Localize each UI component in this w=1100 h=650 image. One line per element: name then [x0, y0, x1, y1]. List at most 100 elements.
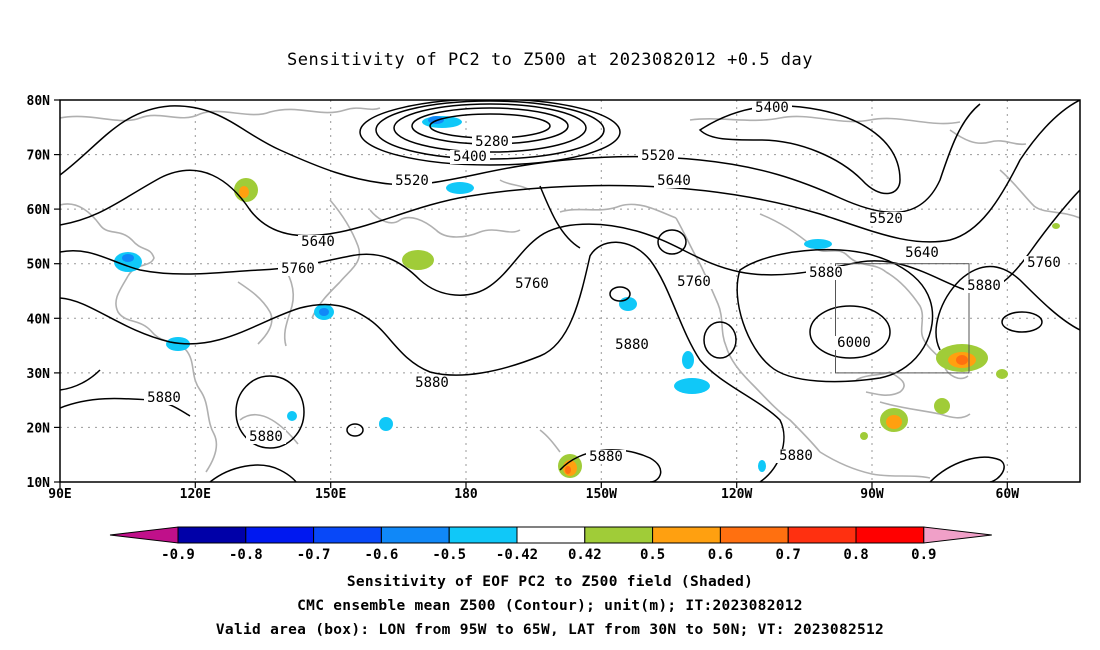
colorbar-segment — [177, 526, 247, 544]
map-title: Sensitivity of PC2 to Z500 at 2023082012… — [286, 50, 813, 70]
caption-line-2: CMC ensemble mean Z500 (Contour); unit(m… — [297, 598, 803, 614]
sensitivity-shading — [114, 116, 1060, 478]
axis-ticks — [54, 99, 1008, 488]
caption-line-3: Valid area (box): LON from 95W to 65W, L… — [215, 622, 885, 638]
colorbar-tick-label: -0.5 — [432, 547, 466, 563]
colorbar-tick-label: 0.8 — [843, 547, 868, 563]
positive-anomaly — [402, 250, 434, 270]
contour-label: 5880 — [249, 429, 283, 445]
colorbar-tick-label: -0.9 — [161, 547, 195, 563]
contour-label: 5640 — [657, 173, 691, 189]
contour-label: 5640 — [301, 234, 335, 250]
contour-label-bg — [612, 338, 652, 352]
colorbar-segment — [313, 526, 382, 544]
colorbar-tick-label: -0.7 — [297, 547, 331, 563]
negative-anomaly — [682, 351, 694, 369]
contour-label-bg — [638, 149, 678, 163]
contour-label-bg — [1024, 256, 1064, 270]
negative-anomaly — [446, 182, 474, 194]
lat-label-60n: 60N — [27, 203, 51, 218]
contour-label-bg — [654, 174, 694, 188]
contour-label-bg — [776, 449, 816, 463]
contour-label-bg — [512, 277, 552, 291]
negative-anomaly — [122, 254, 134, 262]
contour-label: 5520 — [869, 211, 903, 227]
contour-label-bg — [674, 275, 714, 289]
lon-label-90e: 90E — [48, 487, 71, 502]
colorbar-tick-label: 0.7 — [776, 547, 801, 563]
contour-label-bg — [866, 212, 906, 226]
lat-label-20n: 20N — [27, 421, 51, 436]
contour-label: 5880 — [779, 448, 813, 464]
negative-anomaly — [379, 417, 393, 431]
contour-label-bg — [964, 279, 1004, 293]
contour-label: 5880 — [809, 265, 843, 281]
lat-label-70n: 70N — [27, 149, 51, 164]
contour-label-bg — [412, 376, 452, 390]
colorbar-segment — [584, 526, 654, 544]
colorbar-segment — [516, 526, 586, 544]
colorbar-segment — [245, 526, 315, 544]
lat-label-30n: 30N — [27, 367, 51, 382]
colorbar-right-arrow — [923, 526, 992, 544]
colorbar-tick-label: 0.6 — [708, 547, 733, 563]
contour-label-bg — [586, 450, 626, 464]
contour-label-bg — [752, 101, 792, 115]
colorbar-tick-label: 0.42 — [568, 547, 602, 563]
negative-anomaly — [804, 239, 832, 249]
lat-label-50n: 50N — [27, 258, 51, 273]
colorbar-segment — [855, 526, 925, 544]
contour-label: 5880 — [967, 278, 1001, 294]
contour-label-bg — [246, 430, 286, 444]
latitude-labels: 80N 70N 60N 50N 40N 30N 20N 10N — [27, 94, 51, 491]
positive-anomaly — [565, 466, 571, 474]
contour-label-bg — [144, 391, 184, 405]
negative-anomaly — [674, 378, 710, 394]
positive-anomaly — [1052, 223, 1060, 229]
contour-label: 5520 — [641, 148, 675, 164]
contour-label: 5760 — [1027, 255, 1061, 271]
contour-label: 5640 — [905, 245, 939, 261]
contour-label: 5880 — [415, 375, 449, 391]
negative-anomaly — [319, 308, 329, 316]
colorbar: -0.9 -0.8 -0.7 -0.6 -0.5 -0.42 0.42 0.5 0.6 0.7 0.… — [109, 526, 992, 563]
lon-label-60w: 60W — [996, 487, 1020, 502]
z500-contours — [60, 100, 1080, 482]
contour-label: 5400 — [755, 100, 789, 116]
contour-label: 5880 — [147, 390, 181, 406]
positive-anomaly — [956, 355, 968, 365]
positive-anomaly — [239, 186, 249, 198]
contour-label: 5880 — [589, 449, 623, 465]
negative-anomaly — [287, 411, 297, 421]
colorbar-segment — [719, 526, 789, 544]
lat-label-40n: 40N — [27, 312, 51, 327]
contour-label: 5760 — [677, 274, 711, 290]
lon-label-120e: 120E — [180, 487, 211, 502]
lon-label-150e: 150E — [315, 487, 346, 502]
lat-label-80n: 80N — [27, 94, 51, 109]
colorbar-segment — [787, 526, 857, 544]
contour-label: 5280 — [475, 134, 509, 150]
contour-label: 5760 — [515, 276, 549, 292]
contour-label-bg — [472, 135, 512, 149]
colorbar-tick-label: 0.5 — [640, 547, 665, 563]
lon-label-180: 180 — [454, 487, 478, 502]
contour-label: 5880 — [615, 337, 649, 353]
colorbar-tick-label: -0.42 — [496, 547, 538, 563]
negative-anomaly — [758, 460, 766, 472]
map-frame — [59, 99, 1081, 483]
contour-label: 5400 — [453, 149, 487, 165]
positive-anomaly — [934, 398, 950, 414]
contour-label-bg — [902, 246, 942, 260]
colorbar-segment — [652, 526, 721, 544]
lat-label-10n: 10N — [27, 476, 51, 491]
contour-label-bg — [278, 262, 318, 276]
contour-label: 5760 — [281, 261, 315, 277]
positive-anomaly — [996, 369, 1008, 379]
colorbar-tick-label: -0.8 — [229, 547, 263, 563]
lon-label-150w: 150W — [586, 487, 617, 502]
caption-line-1: Sensitivity of EOF PC2 to Z500 field (Sh… — [346, 574, 754, 590]
lon-label-120w: 120W — [721, 487, 752, 502]
